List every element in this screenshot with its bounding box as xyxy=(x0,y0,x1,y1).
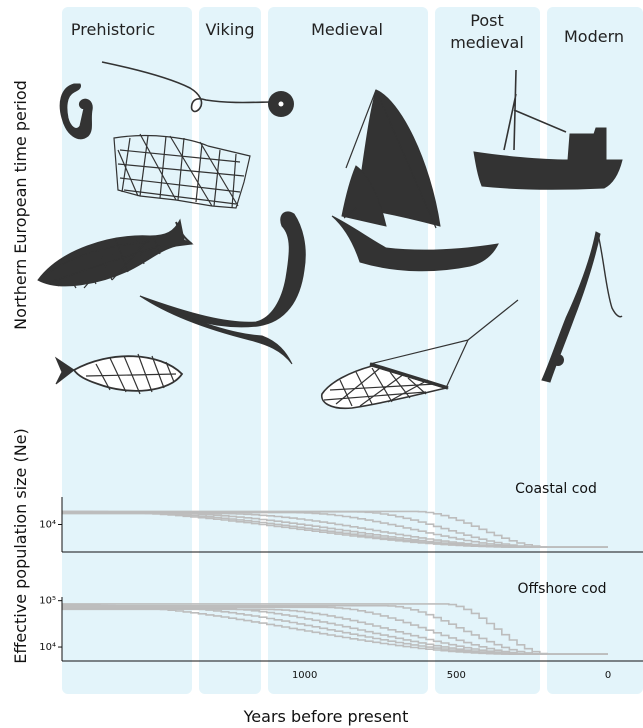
trawl-net-icon xyxy=(321,299,519,410)
offshore-cod-series-line-5 xyxy=(62,606,608,655)
medieval-sailing-ship-icon xyxy=(331,89,499,272)
period-label-medieval-2: medieval xyxy=(450,33,524,52)
trawler-boat-icon xyxy=(473,69,623,190)
coastal-cod-y-tick-label-1: 10⁴ xyxy=(39,520,56,531)
period-label-medieval: Medieval xyxy=(311,20,383,39)
coastal-cod-title: Coastal cod xyxy=(515,481,597,497)
offshore-cod-y-tick-label-2: 10⁴ xyxy=(39,642,56,653)
band-prehistoric xyxy=(62,7,192,694)
offshore-cod-y-ticks: 10⁵ 10⁴ xyxy=(39,596,62,653)
coastal-cod-lines xyxy=(62,510,608,548)
top-axis-title: Northern European time period xyxy=(11,80,30,330)
fish-hook-icon xyxy=(59,83,93,140)
fishing-line-hook-icon xyxy=(101,61,294,117)
period-label-modern: Modern xyxy=(564,27,624,46)
x-axis-title: Years before present xyxy=(243,707,409,726)
coastal-cod-y-ticks: 10⁴ xyxy=(39,520,62,531)
coastal-cod-series-line-7 xyxy=(62,510,608,548)
fishing-net-icon xyxy=(113,133,251,209)
fishing-rod-icon xyxy=(541,231,623,383)
x-tick-label-3: 0 xyxy=(605,670,611,681)
offshore-cod-y-tick-label-1: 10⁵ xyxy=(39,596,56,607)
offshore-cod-panel: Offshore cod 10⁵ 10⁴ 1000 500 0 xyxy=(39,581,643,681)
fish-icon xyxy=(54,353,184,395)
period-label-post: Post xyxy=(470,11,503,30)
y-axis-title: Effective population size (Ne) xyxy=(11,428,30,664)
period-label-viking: Viking xyxy=(205,20,254,39)
offshore-cod-series-line-7 xyxy=(62,603,608,655)
offshore-cod-lines xyxy=(62,603,608,655)
offshore-cod-title: Offshore cod xyxy=(517,581,606,597)
viking-ship-icon xyxy=(139,211,306,365)
offshore-cod-series-line-6 xyxy=(62,604,608,655)
x-tick-labels: 1000 500 0 xyxy=(292,670,611,681)
period-label-prehistoric: Prehistoric xyxy=(71,20,155,39)
offshore-cod-series-line-4 xyxy=(62,608,608,655)
x-tick-label-2: 500 xyxy=(447,670,466,681)
band-viking xyxy=(199,7,261,694)
coastal-cod-panel: Coastal cod 10⁴ xyxy=(39,481,643,553)
fish-net-icon xyxy=(37,218,194,289)
x-tick-label-1: 1000 xyxy=(292,670,317,681)
